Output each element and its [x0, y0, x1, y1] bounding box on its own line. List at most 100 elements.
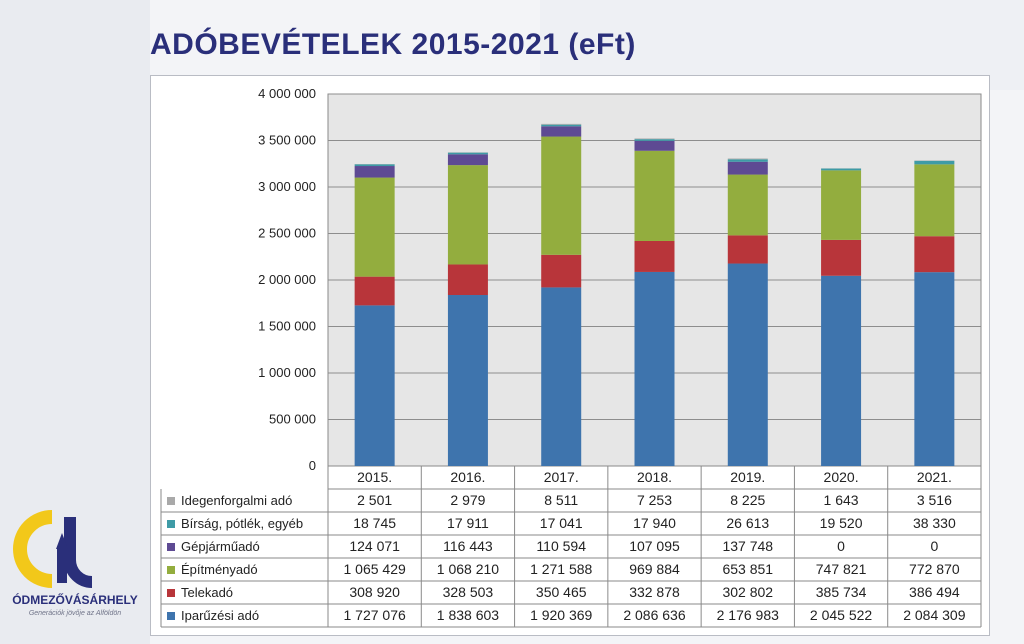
data-label: 332 878 [629, 584, 680, 600]
page-title: ADÓBEVÉTELEK 2015-2021 (eFt) [150, 28, 636, 61]
data-label: 3 516 [917, 492, 952, 508]
bar-segment [821, 239, 862, 276]
bar-segment [354, 276, 395, 306]
data-label: 1 643 [824, 492, 859, 508]
legend-swatch [167, 520, 175, 528]
data-label: 8 511 [544, 492, 578, 508]
data-label: 1 838 603 [437, 607, 499, 623]
data-label: 17 911 [447, 515, 489, 531]
bar-segment [914, 164, 955, 237]
bar-segment [727, 235, 768, 264]
logo-tagline: Generációk jövője az Alföldön [28, 610, 122, 617]
y-tick-label: 4 000 000 [258, 86, 316, 101]
data-label: 2 045 522 [810, 607, 872, 623]
bar-segment [541, 123, 582, 125]
bar-segment [914, 236, 955, 273]
data-label: 1 271 588 [530, 561, 592, 577]
bar-segment [634, 271, 675, 466]
y-tick-label: 1 500 000 [258, 319, 316, 334]
bar-segment [914, 160, 955, 165]
bar-segment [727, 174, 768, 236]
x-category-label: 2017. [544, 469, 579, 485]
x-category-label: 2021. [917, 469, 952, 485]
data-label: 26 613 [726, 515, 769, 531]
bar-segment [727, 158, 768, 160]
data-label: 124 071 [349, 538, 400, 554]
bar-segment [541, 287, 582, 466]
y-tick-label: 0 [309, 458, 316, 473]
data-label: 2 086 636 [623, 607, 685, 623]
legend-swatch [167, 589, 175, 597]
data-label: 38 330 [913, 515, 956, 531]
x-category-label: 2015. [357, 469, 392, 485]
data-label: 1 068 210 [437, 561, 499, 577]
data-label: 350 465 [536, 584, 587, 600]
data-label: 137 748 [722, 538, 773, 554]
legend-label: Idegenforgalmi adó [181, 493, 292, 508]
data-label: 2 084 309 [903, 607, 965, 623]
data-label: 302 802 [722, 584, 773, 600]
x-category-label: 2019. [730, 469, 765, 485]
data-label: 17 940 [633, 515, 676, 531]
data-label: 2 979 [450, 492, 485, 508]
data-label: 747 821 [816, 561, 867, 577]
bar-segment [541, 124, 582, 127]
data-label: 386 494 [909, 584, 960, 600]
data-label: 7 253 [637, 492, 672, 508]
bar-segment [727, 161, 768, 175]
bar-segment [541, 254, 582, 288]
data-label: 18 745 [353, 515, 396, 531]
data-label: 653 851 [722, 561, 773, 577]
bar-segment [541, 136, 582, 255]
data-label: 0 [930, 538, 938, 554]
data-label: 1 065 429 [343, 561, 405, 577]
bar-segment [634, 240, 675, 272]
data-label: 19 520 [820, 515, 863, 531]
bar-segment [727, 159, 768, 162]
bar-segment [354, 177, 395, 277]
x-category-label: 2020. [824, 469, 859, 485]
y-tick-label: 3 000 000 [258, 179, 316, 194]
data-label: 1 920 369 [530, 607, 592, 623]
data-label: 17 041 [540, 515, 583, 531]
data-label: 772 870 [909, 561, 960, 577]
legend-label: Építményadó [181, 562, 258, 577]
y-tick-label: 500 000 [269, 412, 316, 427]
bar-segment [354, 166, 395, 178]
bar-segment [354, 305, 395, 466]
data-label: 8 225 [730, 492, 765, 508]
data-label: 0 [837, 538, 845, 554]
data-label: 385 734 [816, 584, 867, 600]
legend-swatch [167, 497, 175, 505]
x-category-label: 2018. [637, 469, 672, 485]
chart-frame: 0 500 000 1 000 000 1 500 000 2 000 000 2 500… [150, 75, 990, 636]
bar-segment [634, 139, 675, 141]
bar-segment [447, 264, 488, 296]
y-tick-label: 2 000 000 [258, 272, 316, 287]
bar-segment [821, 168, 862, 171]
legend-label: Telekadó [181, 585, 233, 600]
bar-segment [541, 126, 582, 137]
y-tick-label: 3 500 000 [258, 133, 316, 148]
bar-segment [447, 295, 488, 466]
legend-swatch [167, 543, 175, 551]
data-label: 308 920 [349, 584, 400, 600]
y-tick-label: 1 000 000 [258, 365, 316, 380]
bar-segment [354, 164, 395, 167]
legend-swatch [167, 612, 175, 620]
bar-segment [447, 154, 488, 166]
bar-segment [634, 150, 675, 241]
data-label: 328 503 [443, 584, 494, 600]
data-label: 2 501 [357, 492, 392, 508]
legend-label: Bírság, pótlék, egyéb [181, 516, 303, 531]
bar-segment [914, 272, 955, 466]
bar-segment [727, 263, 768, 466]
data-label: 1 727 076 [343, 607, 405, 623]
legend-label: Gépjárműadó [181, 539, 260, 554]
legend-label: Iparűzési adó [181, 608, 259, 623]
bar-segment [821, 170, 862, 240]
city-logo-icon [13, 510, 93, 588]
data-label: 2 176 983 [717, 607, 779, 623]
bar-segment [634, 140, 675, 151]
stacked-bar-chart: 0 500 000 1 000 000 1 500 000 2 000 000 2 500… [160, 86, 982, 628]
